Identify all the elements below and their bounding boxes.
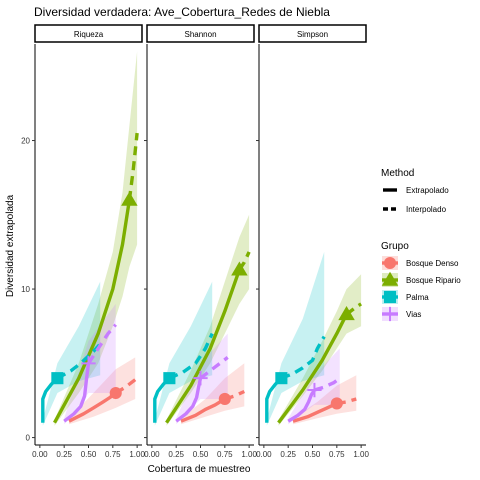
point-bosque-denso — [330, 397, 343, 410]
point-bosque-denso — [218, 392, 231, 406]
x-tick-label: 0.25 — [168, 450, 184, 459]
point-bosque-ripario — [121, 191, 138, 206]
band-palma — [154, 281, 213, 426]
y-tick-label: 20 — [21, 137, 30, 146]
line-interpolado-palma — [168, 332, 214, 380]
chart-title: Diversidad verdadera: Ave_Cobertura_Rede… — [34, 5, 330, 19]
point-vias — [81, 356, 96, 371]
legend-key-palma — [382, 290, 398, 304]
x-tick-label: 0.25 — [56, 450, 72, 459]
x-tick-label: 0.00 — [32, 450, 48, 459]
x-tick-label: 0.25 — [280, 450, 296, 459]
point-bosque-ripario — [338, 306, 355, 321]
line-extrapolado-bosque-ripario — [53, 199, 132, 424]
line-extrapolado-bosque-denso — [180, 397, 226, 423]
legend-key-bosque-ripario — [381, 271, 399, 287]
legend-key-bosque-denso — [382, 256, 398, 270]
point-palma — [51, 372, 64, 385]
line-extrapolado-vias — [63, 363, 91, 423]
facet-strip — [146, 24, 255, 43]
facet-strip — [258, 24, 367, 43]
x-tick-label: 1.00 — [129, 450, 145, 459]
line-interpolado-vias — [87, 323, 117, 365]
legend-title-method: Method — [381, 168, 414, 179]
line-extrapolado-bosque-ripario — [277, 313, 349, 424]
x-tick-label: 1.00 — [241, 450, 257, 459]
line-extrapolado-bosque-ripario — [165, 269, 242, 424]
facet-panels: Riqueza 0.00 0.25 0.50 0.75 1.00 0 10 20 Shannon 0… — [21, 24, 369, 459]
point-bosque-ripario — [231, 261, 248, 276]
x-axis-label: Cobertura de muestreo — [148, 464, 251, 475]
y-axis-label: Diversidad extrapolada — [5, 194, 16, 297]
facet-strip-label: Simpson — [297, 30, 328, 39]
band-bosque-denso — [293, 375, 357, 425]
legend-marker-vias — [382, 306, 398, 322]
band-bosque-ripario — [166, 214, 250, 426]
x-tick-label: 0.75 — [105, 450, 121, 459]
line-extrapolado-vias — [287, 389, 316, 423]
band-bosque-ripario — [278, 274, 362, 426]
legend-key-vias — [382, 306, 398, 322]
line-extrapolado-bosque-denso — [68, 391, 117, 423]
point-vias — [193, 371, 208, 386]
band-palma — [42, 281, 101, 426]
x-tick-label: 0.75 — [329, 450, 345, 459]
x-tick-label: 0.50 — [305, 450, 321, 459]
legend-label-bosque-denso: Bosque Denso — [406, 259, 459, 268]
facet-riqueza: Riqueza 0.00 0.25 0.50 0.75 1.00 0 10 20 — [21, 24, 145, 459]
legend-label-vias: Vias — [406, 310, 421, 319]
legend-marker-palma — [383, 290, 397, 304]
line-interpolado-palma — [280, 335, 326, 380]
x-tick-label: 0.00 — [256, 450, 272, 459]
line-interpolado-vias — [313, 376, 341, 392]
facet-strip-label: Shannon — [184, 30, 216, 39]
line-extrapolado-bosque-denso — [292, 401, 338, 423]
x-tick-label: 1.00 — [353, 450, 369, 459]
band-bosque-denso — [69, 357, 136, 425]
facet-strip-label: Riqueza — [74, 30, 104, 39]
y-tick-label: 10 — [21, 285, 30, 294]
legend-marker-bosque-denso — [383, 256, 397, 270]
y-tick-label: 0 — [26, 434, 31, 443]
x-tick-label: 0.50 — [81, 450, 97, 459]
point-vias — [307, 382, 322, 398]
facet-shannon: Shannon 0.00 0.25 0.50 0.75 1.00 — [144, 24, 257, 459]
point-palma — [163, 372, 176, 385]
band-bosque-denso — [181, 363, 245, 425]
x-tick-label: 0.50 — [193, 450, 209, 459]
facet-strip — [34, 24, 143, 43]
legend: Method Extrapolado Interpolado Grupo Bosque … — [381, 168, 461, 322]
point-palma — [275, 372, 288, 385]
legend-label-interpolado: Interpolado — [406, 205, 447, 214]
facet-simpson: Simpson 0.00 0.25 0.50 0.75 1.00 — [256, 24, 369, 459]
legend-label-bosque-ripario: Bosque Ripario — [406, 276, 461, 285]
line-extrapolado-vias — [175, 377, 203, 423]
legend-title-grupo: Grupo — [381, 241, 409, 252]
x-tick-label: 0.75 — [217, 450, 233, 459]
point-bosque-denso — [109, 386, 122, 400]
legend-marker-bosque-ripario — [381, 271, 399, 286]
line-interpolado-palma — [56, 342, 102, 380]
legend-label-extrapolado: Extrapolado — [406, 186, 449, 195]
x-tick-label: 0.00 — [144, 450, 160, 459]
line-interpolado-vias — [199, 356, 229, 380]
legend-label-palma: Palma — [406, 293, 429, 302]
